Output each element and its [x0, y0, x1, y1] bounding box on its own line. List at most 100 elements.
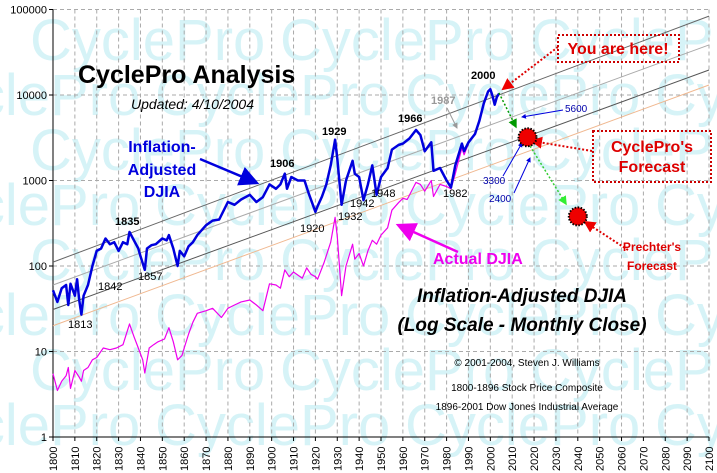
peak-label: 2000 [471, 70, 495, 82]
watermark-text: CyclePro [280, 8, 515, 73]
x-tick-label: 1840 [135, 447, 147, 471]
forecast-point [517, 127, 538, 148]
value-5600: 5600 [565, 104, 588, 115]
subtitle: Inflation-Adjusted DJIA (Log Scale - Mon… [397, 286, 646, 336]
watermark-text: CyclePro [405, 283, 640, 348]
y-tick-label: 1 [41, 432, 47, 444]
arrow-2400 [513, 157, 531, 194]
x-tick-label: 2050 [595, 447, 607, 471]
x-tick-label: 1870 [201, 447, 213, 471]
x-tick-label: 1830 [114, 447, 126, 471]
x-tick-label: 2010 [507, 447, 519, 471]
watermark-text: CyclePro [30, 8, 265, 73]
x-tick-label: 1950 [376, 447, 388, 471]
x-tick-label: 1970 [420, 447, 432, 471]
trough-label: 1948 [371, 188, 395, 200]
channel-line [52, 69, 710, 310]
x-tick-label: 1910 [289, 447, 301, 471]
channel-line [52, 44, 710, 286]
peak-label: 1929 [322, 126, 346, 138]
x-tick-label: 2100 [704, 447, 716, 471]
watermark-text: CyclePro [155, 393, 390, 458]
trough-label: 1857 [138, 271, 162, 283]
actual-djia-line [52, 89, 500, 392]
x-tick-label: 1960 [398, 447, 410, 471]
cyclepro-forecast-text: CyclePro's [611, 139, 693, 156]
x-tick-label: 1980 [442, 447, 454, 471]
label-line: Adjusted [128, 162, 196, 179]
watermark-text: CyclePro [30, 118, 265, 183]
you-are-here-box [557, 34, 680, 63]
arrow-1987 [446, 107, 458, 129]
peak-label: 1966 [398, 113, 422, 125]
inflation-label-arrow [199, 157, 260, 186]
x-tick-label: 2080 [660, 447, 672, 471]
forecast-points [517, 127, 588, 227]
y-tick-label: 100 [29, 261, 47, 273]
watermark-text: CyclePro [0, 393, 140, 458]
watermark-text: CyclePro [280, 338, 515, 403]
x-tick-label: 2020 [529, 447, 541, 471]
you-are-here-arrow [501, 46, 559, 91]
label-line: DJIA [144, 184, 181, 201]
arrow-3300 [502, 142, 523, 177]
value-3300: 3300 [483, 176, 506, 187]
x-tick-label: 1900 [267, 447, 279, 471]
channel-lines [52, 15, 710, 327]
watermark-text: CyclePro [155, 173, 390, 238]
y-tick-label: 10000 [16, 90, 47, 102]
arrow-5600 [521, 109, 564, 119]
trough-label: 1813 [68, 319, 92, 331]
x-tick-label: 2040 [573, 447, 585, 471]
cyclepro-forecast-text: Forecast [619, 159, 686, 176]
x-tick-label: 1930 [332, 447, 344, 471]
watermark-text: CyclePro [155, 283, 390, 348]
x-tick-label: 1990 [463, 447, 475, 471]
inflation-adjusted-label: Inflation- Adjusted DJIA [128, 139, 196, 201]
watermark-text: CyclePro [0, 173, 140, 238]
x-tick-label: 2030 [551, 447, 563, 471]
actual-label-arrow [395, 223, 459, 254]
channel-line [52, 15, 710, 263]
x-tick-label: 1800 [48, 447, 60, 471]
x-tick-label: 1890 [245, 447, 257, 471]
watermark-text: CyclePro [655, 283, 717, 348]
forecast-arrow-2 [529, 145, 567, 206]
watermark-text: CyclePro [530, 228, 717, 293]
value-2400: 2400 [489, 194, 512, 205]
channel-line [52, 84, 710, 327]
x-tick-label: 2060 [617, 447, 629, 471]
copyright: © 2001-2004, Steven J. Williams [454, 358, 599, 369]
prechter-forecast-arrow [583, 220, 629, 251]
series [51, 87, 501, 392]
actual-djia-label: Actual DJIA [433, 251, 523, 268]
label-line: Inflation- [128, 139, 196, 156]
y-tick-label: 10 [35, 347, 47, 359]
x-tick-label: 2090 [682, 447, 694, 471]
x-tick-label: 1850 [157, 447, 169, 471]
inflation-adjusted-djia-line [51, 87, 501, 316]
you-are-here-text: You are here! [567, 41, 668, 58]
watermark-text: CyclePro [30, 228, 265, 293]
axes: 1 10 100 1000 10000 100000 1800 1810 1820 1830 184… [10, 5, 716, 472]
x-tick-label: 1940 [354, 447, 366, 471]
source-line: 1800-1896 Stock Price Composite [451, 383, 603, 394]
source-line: 1896-2001 Dow Jones Industrial Average [436, 402, 619, 413]
watermark-text: CyclePro [405, 173, 640, 238]
trough-label: 1982 [443, 188, 467, 200]
trough-label: 1842 [98, 281, 122, 293]
cyclepro-forecast-box [592, 130, 712, 183]
updated-date: Updated: 4/10/2004 [131, 96, 254, 112]
forecast-point [567, 206, 588, 227]
x-tick-label: 1920 [310, 447, 322, 471]
trough-label: 1920 [300, 223, 324, 235]
prechter-forecast-text: Forecast [627, 259, 677, 273]
watermark-text: CyclePro [530, 338, 717, 403]
peak-label: 1987 [431, 95, 455, 107]
x-tick-label: 1820 [92, 447, 104, 471]
peak-label: 1906 [270, 158, 294, 170]
x-tick-label: 2000 [485, 447, 497, 471]
x-tick-label: 2070 [638, 447, 650, 471]
watermark-text: CyclePro [530, 118, 717, 183]
